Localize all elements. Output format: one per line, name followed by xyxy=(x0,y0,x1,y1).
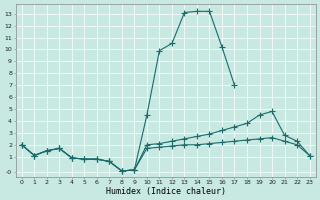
X-axis label: Humidex (Indice chaleur): Humidex (Indice chaleur) xyxy=(106,187,226,196)
